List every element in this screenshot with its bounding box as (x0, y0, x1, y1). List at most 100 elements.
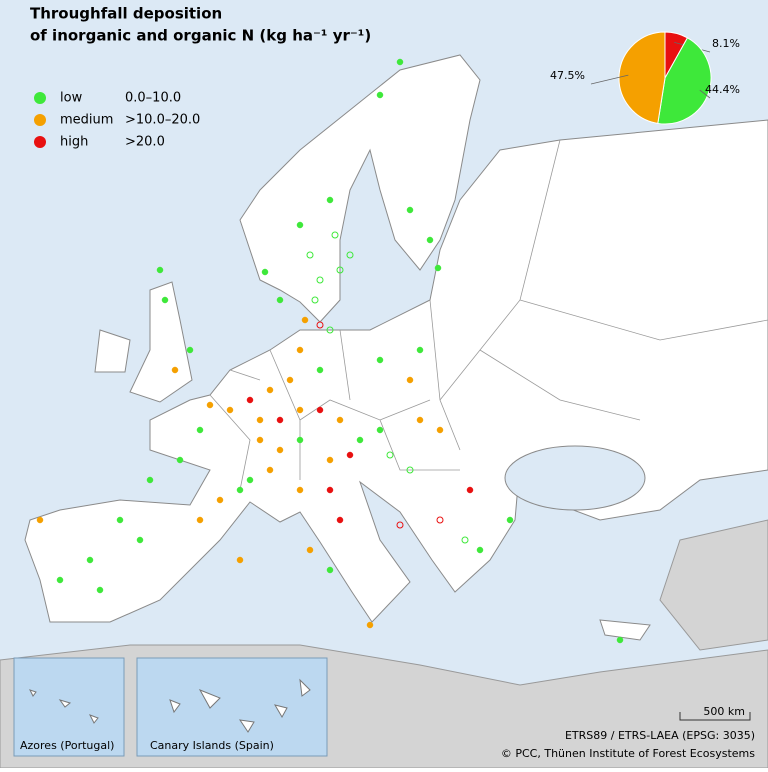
credit: ETRS89 / ETRS-LAEA (EPSG: 3035) (565, 729, 755, 742)
site (86, 556, 94, 564)
site (276, 416, 284, 424)
legend-swatch (34, 136, 46, 148)
site (296, 346, 304, 354)
site (216, 496, 224, 504)
site (356, 436, 364, 444)
ireland (94, 329, 131, 373)
site (326, 326, 334, 334)
site (406, 206, 414, 214)
legend-name: medium (60, 113, 113, 128)
site (386, 451, 394, 459)
site (396, 58, 404, 66)
site (196, 426, 204, 434)
site (196, 516, 204, 524)
site (616, 636, 624, 644)
pie-slice (657, 37, 712, 125)
site (266, 386, 274, 394)
site (311, 296, 319, 304)
site (461, 536, 469, 544)
site (316, 406, 324, 414)
site (116, 516, 124, 524)
site (466, 486, 474, 494)
site (301, 316, 309, 324)
site (246, 396, 254, 404)
site (186, 346, 194, 354)
site (96, 586, 104, 594)
middle-east (659, 519, 768, 651)
site (256, 436, 264, 444)
site (406, 376, 414, 384)
site (176, 456, 184, 464)
pie-label: 47.5% (550, 69, 585, 82)
site (316, 366, 324, 374)
site (326, 456, 334, 464)
scale-bar (679, 712, 751, 721)
azores-islands (29, 689, 99, 724)
site (376, 91, 384, 99)
pie-chart: 8.1% 44.4% 47.5% (550, 31, 740, 125)
site (261, 268, 269, 276)
site (256, 416, 264, 424)
site (326, 566, 334, 574)
leader-line (590, 74, 629, 85)
site (236, 556, 244, 564)
scandinavia (239, 54, 481, 323)
site (436, 516, 444, 524)
site (506, 516, 514, 524)
site (316, 276, 324, 284)
legend-name: high (60, 135, 88, 150)
sites (36, 58, 624, 644)
site (36, 516, 44, 524)
site (376, 356, 384, 364)
inset-label: Canary Islands (Spain) (150, 739, 274, 752)
site (426, 236, 434, 244)
site (156, 266, 164, 274)
site (296, 221, 304, 229)
site (366, 621, 374, 629)
legend: low 0.0–10.0 medium >10.0–20.0 high >20.0 (34, 91, 200, 150)
site (296, 406, 304, 414)
legend-swatch (34, 114, 46, 126)
site (416, 416, 424, 424)
site (331, 231, 339, 239)
legend-range: >20.0 (125, 135, 165, 150)
cyprus-crete (599, 619, 651, 641)
site (236, 486, 244, 494)
site (56, 576, 64, 584)
site (316, 321, 324, 329)
site (346, 251, 354, 259)
site (171, 366, 179, 374)
legend-range: >10.0–20.0 (125, 113, 200, 128)
site (266, 466, 274, 474)
canary-islands (169, 678, 311, 733)
site (136, 536, 144, 544)
site (336, 416, 344, 424)
inset-label: Azores (Portugal) (20, 739, 114, 752)
site (146, 476, 154, 484)
title: Throughfall deposition (30, 5, 222, 23)
credit: © PCC, Thünen Institute of Forest Ecosys… (501, 747, 755, 760)
site (296, 436, 304, 444)
black-sea (504, 445, 646, 511)
legend-swatch (34, 92, 46, 104)
leader-line (699, 89, 711, 99)
site (346, 451, 354, 459)
inset-azores (13, 657, 125, 757)
site (226, 406, 234, 414)
site (336, 266, 344, 274)
site (436, 426, 444, 434)
site (306, 546, 314, 554)
site (416, 346, 424, 354)
title: of inorganic and organic N (kg ha⁻¹ yr⁻¹… (30, 27, 371, 45)
site (396, 521, 404, 529)
site (276, 296, 284, 304)
site (206, 401, 214, 409)
site (476, 546, 484, 554)
site (161, 296, 169, 304)
legend-range: 0.0–10.0 (125, 91, 181, 106)
site (286, 376, 294, 384)
site (326, 196, 334, 204)
pie-label: 44.4% (705, 83, 740, 96)
site (406, 466, 414, 474)
